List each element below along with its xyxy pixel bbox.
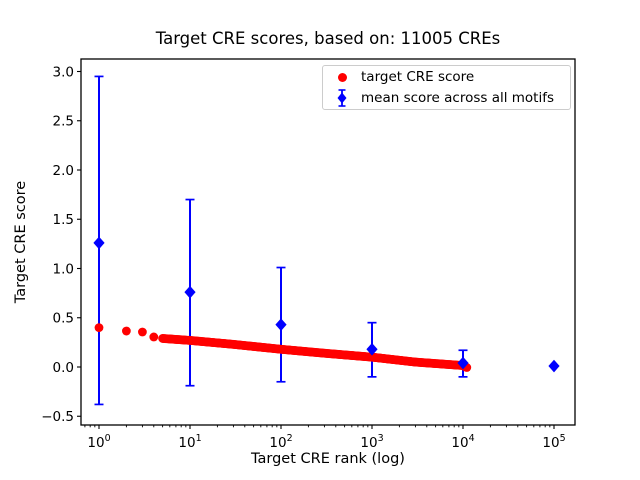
legend-entry-target-cre-score: target CRE score (323, 67, 570, 87)
x-tick-label: 100 (87, 433, 110, 451)
mean-score-diamond (184, 285, 196, 299)
y-axis-label: Target CRE score (13, 180, 29, 304)
y-tick-label: 0.0 (53, 360, 74, 376)
mean-score-diamond (548, 359, 560, 373)
legend-entry-mean-score: mean score across all motifs (323, 88, 570, 108)
mean-score-diamond (275, 318, 287, 331)
y-tick-label: 1.5 (53, 212, 74, 228)
x-tick-label: 103 (360, 433, 383, 451)
target-cre-score-points (94, 323, 472, 372)
mean-score-diamond (457, 356, 469, 370)
chart-title: Target CRE scores, based on: 11005 CREs (155, 29, 501, 48)
legend: target CRE score mean score across all m… (322, 65, 571, 110)
y-tick-label: 2.0 (53, 163, 74, 179)
x-tick-label: 102 (269, 433, 292, 451)
x-tick-label: 101 (178, 433, 201, 451)
blue-diamond-errorbar-icon (323, 88, 361, 108)
red-circle-icon (323, 72, 361, 82)
legend-label: mean score across all motifs (361, 89, 555, 106)
mean-score-diamond (93, 236, 105, 250)
data-point-red (149, 332, 159, 342)
y-tick-label: 3.0 (53, 64, 74, 80)
y-tick-label: 1.0 (53, 261, 74, 277)
x-tick-label: 105 (542, 433, 565, 451)
y-tick-label: −0.5 (41, 409, 74, 425)
plot-border (80, 58, 576, 426)
data-point-red (94, 323, 104, 332)
data-point-red (138, 327, 147, 337)
mean-score-diamond (366, 342, 378, 356)
y-tick-label: 2.5 (53, 114, 74, 130)
y-tick-label: 0.5 (53, 311, 74, 327)
data-point-red (121, 326, 131, 336)
x-tick-label: 104 (451, 433, 474, 451)
legend-label: target CRE score (361, 69, 475, 86)
x-axis-label: Target CRE rank (log) (251, 451, 405, 467)
